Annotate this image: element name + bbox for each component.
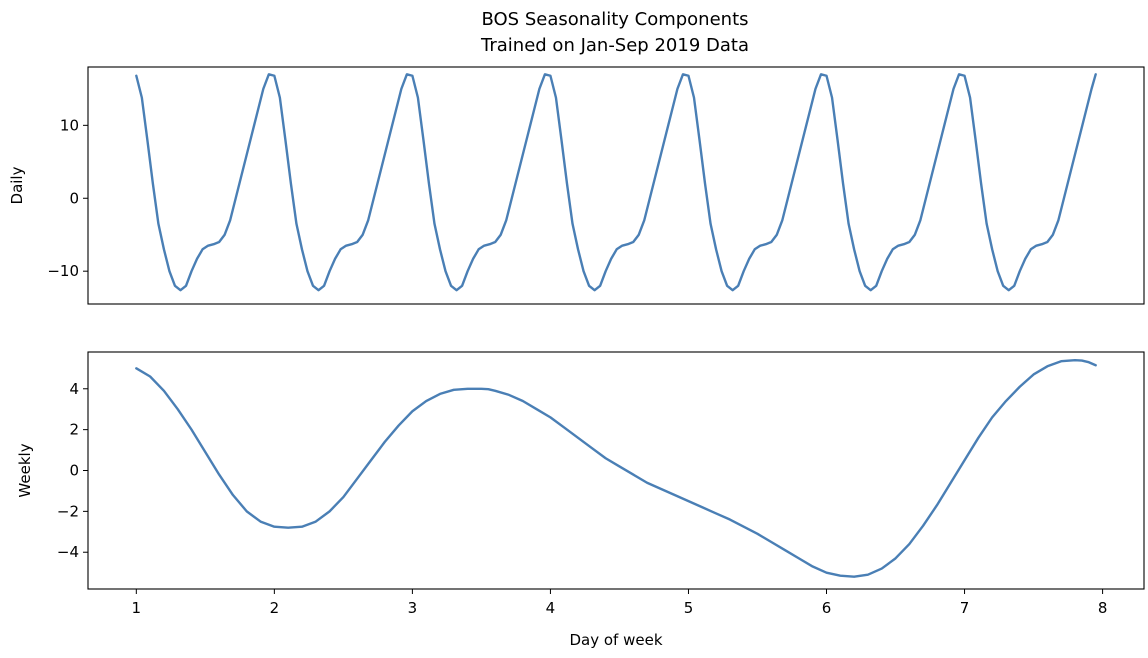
weekly-x-tick-label: 6 xyxy=(822,599,832,617)
daily-series-line xyxy=(135,73,1097,292)
weekly-x-axis-label: Day of week xyxy=(569,631,662,649)
weekly-x-tick-label: 3 xyxy=(408,599,418,617)
daily-axes: Daily −10 0 10 xyxy=(8,66,1145,305)
weekly-y-tick-label: −4 xyxy=(57,543,79,561)
weekly-x-tick-label: 4 xyxy=(546,599,556,617)
weekly-y-axis-label: Weekly xyxy=(16,443,34,497)
chart-title-line-2: Trained on Jan-Sep 2019 Data xyxy=(480,35,749,56)
weekly-axes: Weekly Day of week −4 −2 0 2 4 1 2 3 4 5 6 7 8 xyxy=(16,351,1145,649)
chart-title-line-1: BOS Seasonality Components xyxy=(481,9,748,30)
weekly-y-tick-label: 2 xyxy=(69,421,79,439)
weekly-y-tick-label: 0 xyxy=(69,462,79,480)
weekly-plot-frame xyxy=(87,351,1145,590)
weekly-series-line xyxy=(135,358,1097,578)
daily-y-axis-label: Daily xyxy=(8,166,26,204)
weekly-y-tick-label: 4 xyxy=(69,380,79,398)
daily-y-tick-label: 10 xyxy=(60,116,79,134)
weekly-y-tick-label: −2 xyxy=(57,502,79,520)
weekly-x-tick-label: 1 xyxy=(132,599,142,617)
daily-y-tick-label: 0 xyxy=(69,189,79,207)
weekly-x-tick-label: 7 xyxy=(960,599,970,617)
daily-plot-frame xyxy=(87,66,1145,305)
daily-y-tick-label: −10 xyxy=(47,262,79,280)
weekly-x-tick-label: 5 xyxy=(684,599,694,617)
weekly-x-tick-label: 8 xyxy=(1098,599,1108,617)
weekly-x-tick-label: 2 xyxy=(270,599,280,617)
